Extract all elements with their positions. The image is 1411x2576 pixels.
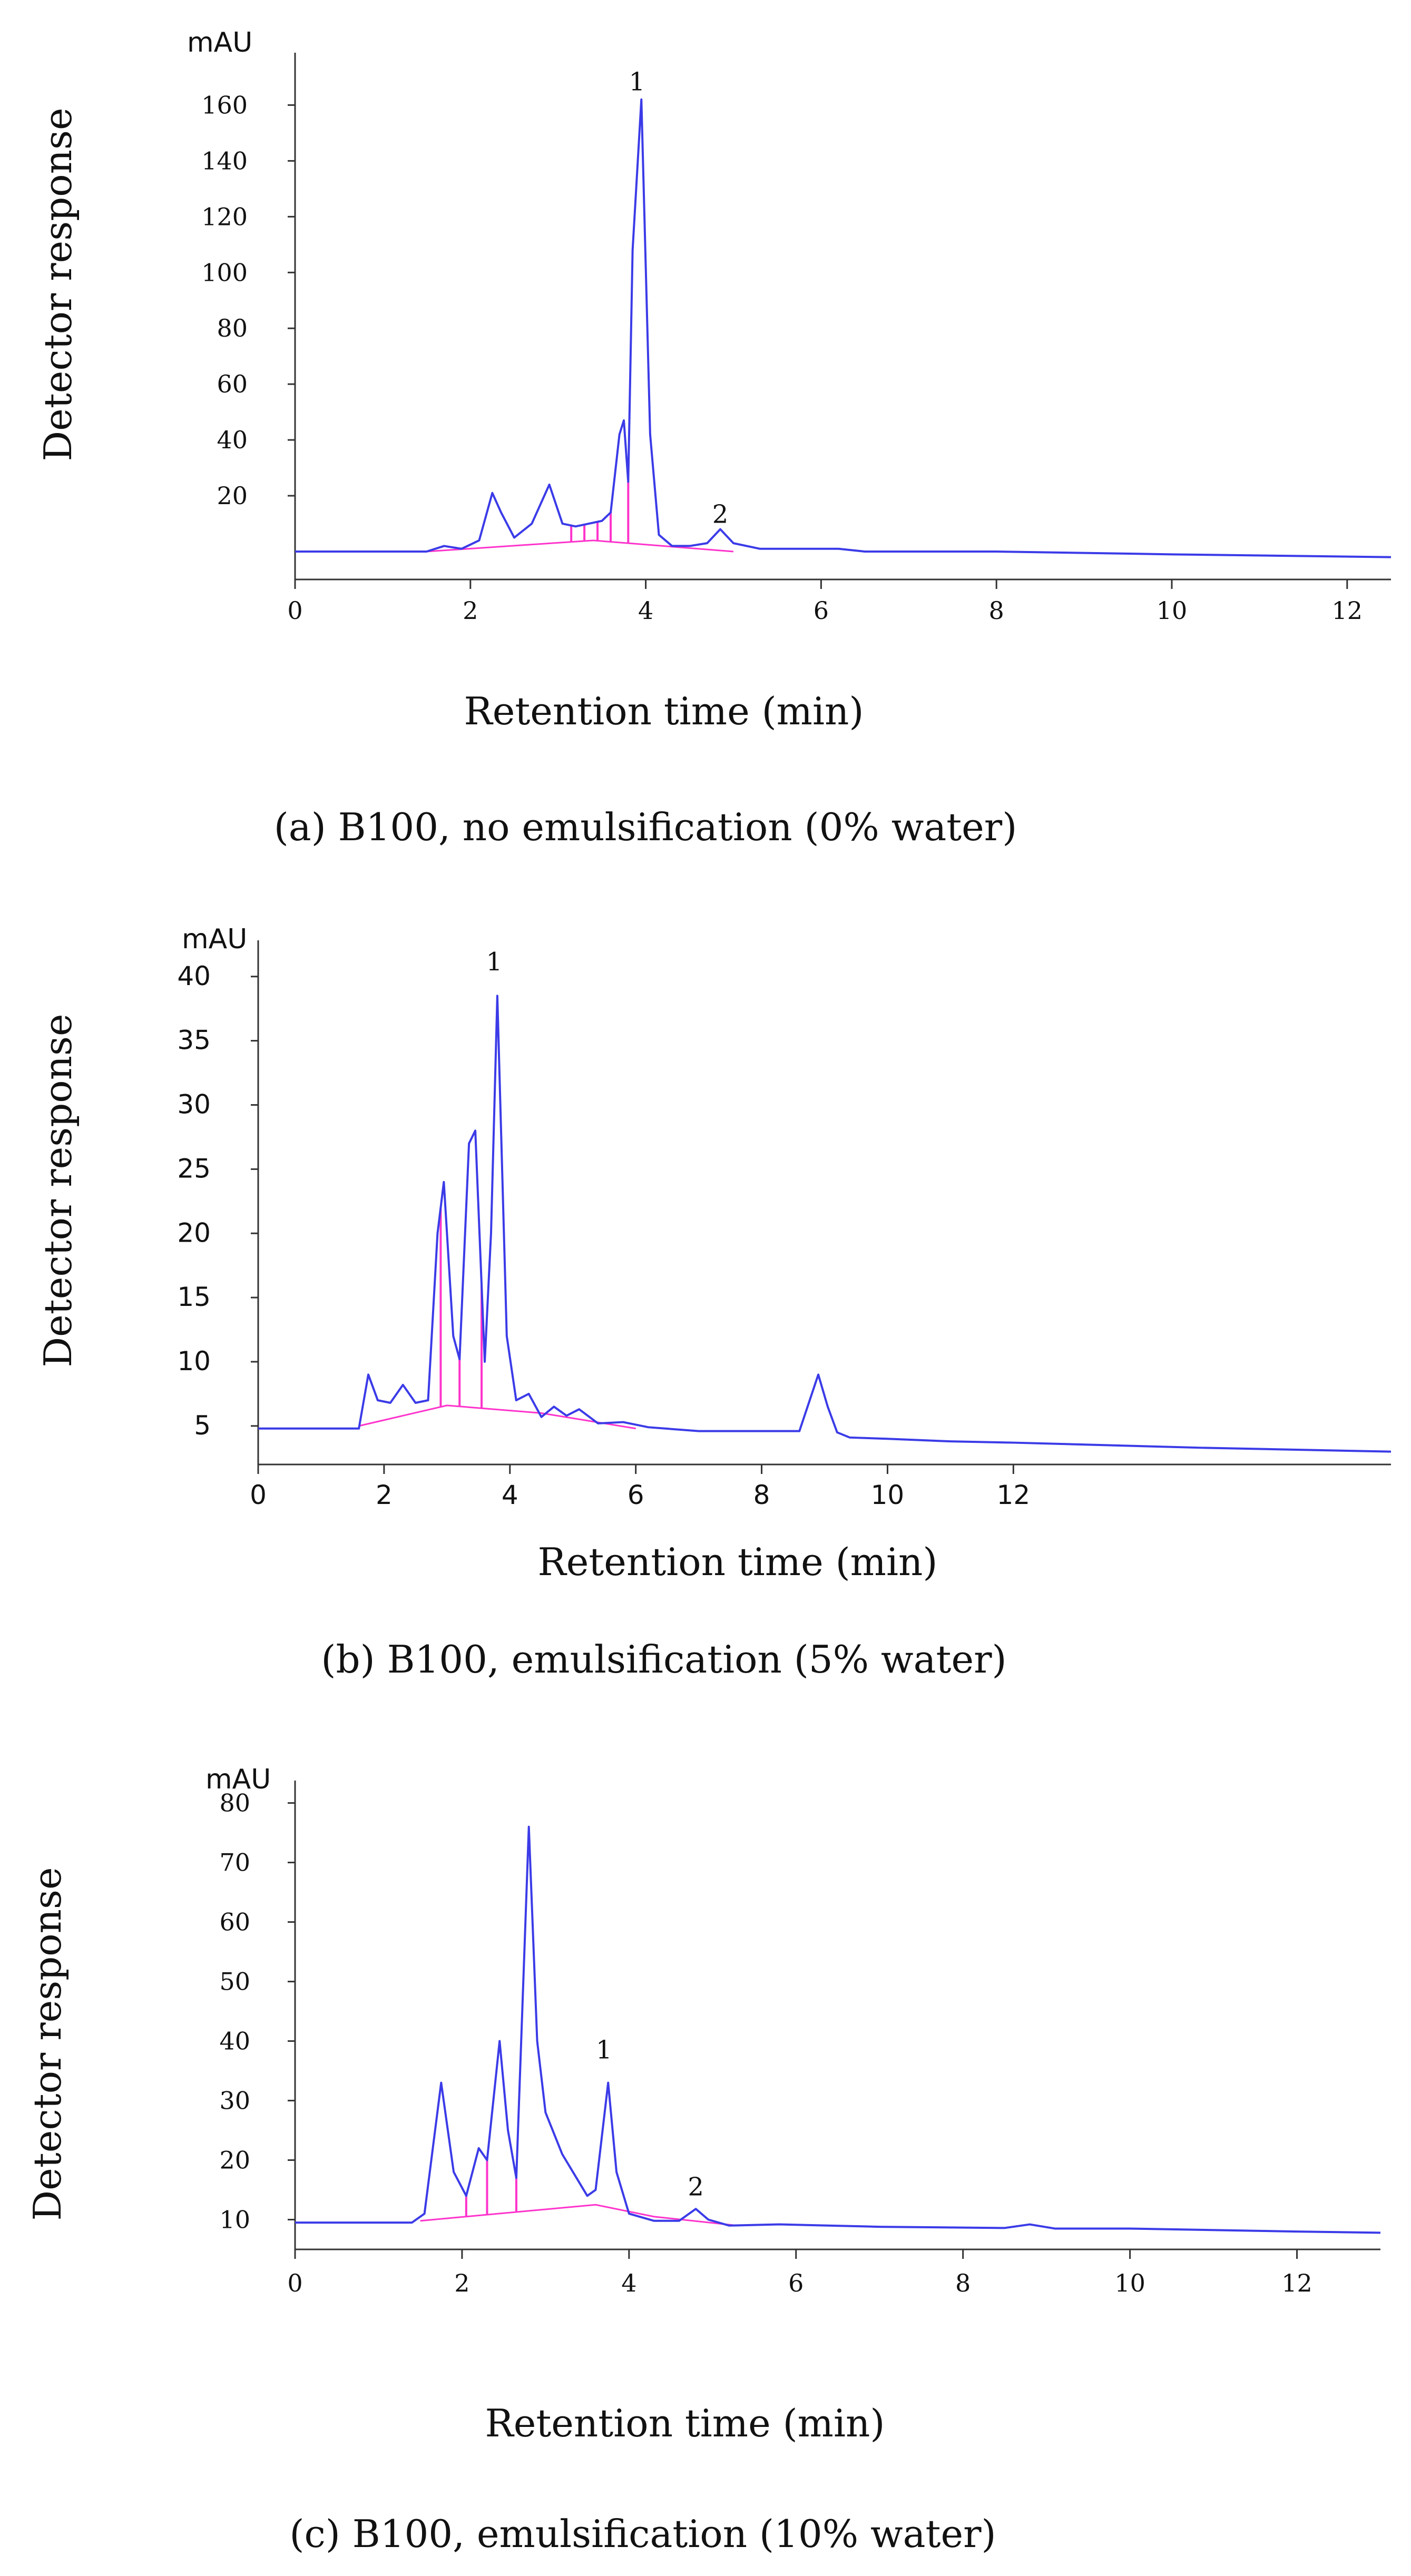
- x-tick-label-b: 4: [502, 1480, 518, 1510]
- axes-c: [294, 1781, 1380, 2250]
- x-tick-label-b: 6: [628, 1480, 644, 1510]
- y-tick-label-b: 25: [177, 1153, 211, 1184]
- y-tick-label-c: 80: [219, 1789, 250, 1817]
- chart-b-svg: mAU Detector response Retention time (mi…: [36, 923, 1392, 1682]
- y-unit-b: mAU: [182, 923, 247, 955]
- peak-label-b: 1: [486, 947, 503, 977]
- y-tick-label-c: 10: [219, 2206, 250, 2234]
- x-tick-label-a: 0: [287, 596, 302, 625]
- xlabel-a: Retention time (min): [464, 689, 864, 733]
- y-tick-label-a: 160: [201, 91, 248, 119]
- x-tick-label-b: 12: [997, 1480, 1031, 1510]
- markers-a: [570, 481, 630, 544]
- x-tick-label-a: 6: [814, 596, 829, 625]
- peak-label-a: 2: [712, 500, 729, 529]
- x-tick-label-b: 0: [250, 1480, 267, 1510]
- y-tick-label-a: 120: [201, 202, 248, 231]
- y-tick-label-a: 40: [217, 426, 248, 454]
- chart-a-svg: mAU Detector response Retention time (mi…: [36, 27, 1392, 849]
- caption-b: (b) B100, emulsification (5% water): [321, 1637, 1006, 1682]
- peak-labels-b: 1: [486, 947, 503, 977]
- x-tick-label-c: 8: [955, 2269, 971, 2297]
- chromatogram-trace-c: [295, 1825, 1381, 2234]
- ticks-a: 0 2 4 6 8 10 12 20 40 60 80 100 120 140 160: [201, 91, 1363, 625]
- chromatogram-trace-a: [295, 98, 1392, 558]
- integration-baseline-a: [426, 539, 734, 553]
- caption-c: (c) B100, emulsification (10% water): [289, 2512, 996, 2556]
- ylabel-a: Detector response: [36, 107, 80, 461]
- baseline-b: [358, 1404, 636, 1430]
- peak-label-a: 1: [629, 67, 645, 97]
- x-tick-label-a: 2: [463, 596, 478, 625]
- trace-c: [295, 1825, 1381, 2234]
- x-tick-label-a: 4: [638, 596, 653, 625]
- trace-b: [258, 995, 1392, 1453]
- y-tick-label-a: 140: [201, 146, 248, 175]
- peak-labels-c: 12: [596, 2036, 704, 2202]
- baseline-c: [420, 2204, 738, 2227]
- trace-a: [295, 98, 1392, 558]
- chart-c-svg: mAU Detector response Retention time (mi…: [25, 1764, 1381, 2556]
- y-tick-label-b: 40: [177, 961, 211, 991]
- x-tick-label-c: 4: [621, 2269, 636, 2297]
- y-tick-label-b: 5: [194, 1410, 211, 1441]
- x-tick-label-a: 12: [1332, 596, 1363, 625]
- chart-panel-c: mAU Detector response Retention time (mi…: [0, 1717, 1411, 2576]
- markers-c: [465, 2160, 517, 2217]
- ylabel-b: Detector response: [36, 1014, 80, 1367]
- baseline-a: [426, 539, 734, 553]
- y-tick-label-c: 30: [219, 2087, 250, 2115]
- integration-baseline-b: [358, 1404, 636, 1430]
- x-tick-label-c: 0: [287, 2269, 302, 2297]
- peak-label-c: 2: [688, 2172, 704, 2202]
- y-unit-a: mAU: [187, 27, 252, 58]
- integration-baseline-c: [420, 2204, 738, 2227]
- peak-labels-a: 12: [629, 67, 729, 529]
- y-tick-label-b: 35: [177, 1025, 211, 1056]
- x-tick-label-a: 10: [1157, 596, 1188, 625]
- x-tick-label-b: 10: [871, 1480, 905, 1510]
- x-tick-label-c: 6: [788, 2269, 804, 2297]
- x-tick-label-c: 2: [454, 2269, 469, 2297]
- y-tick-label-c: 20: [219, 2146, 250, 2175]
- peak-label-c: 1: [596, 2036, 612, 2065]
- x-tick-label-b: 8: [753, 1480, 770, 1510]
- y-tick-label-b: 10: [177, 1346, 211, 1377]
- caption-a: (a) B100, no emulsification (0% water): [274, 805, 1017, 849]
- y-tick-label-a: 100: [201, 258, 248, 287]
- xlabel-c: Retention time (min): [485, 2401, 885, 2445]
- x-tick-label-c: 12: [1281, 2269, 1312, 2297]
- axes-a: [294, 53, 1391, 581]
- y-tick-label-c: 60: [219, 1908, 250, 1936]
- y-tick-label-c: 50: [219, 1968, 250, 1996]
- ylabel-c: Detector response: [25, 1867, 70, 2220]
- y-tick-label-a: 80: [217, 314, 248, 342]
- y-tick-label-a: 20: [217, 481, 248, 510]
- y-tick-label-c: 70: [219, 1849, 250, 1877]
- x-tick-label-a: 8: [989, 596, 1004, 625]
- chromatogram-trace-b: [258, 995, 1392, 1453]
- y-tick-label-c: 40: [219, 2027, 250, 2056]
- x-tick-label-b: 2: [376, 1480, 393, 1510]
- chart-panel-a: mAU Detector response Retention time (mi…: [0, 0, 1411, 859]
- y-tick-label-b: 15: [177, 1282, 211, 1312]
- ticks-b: 0 2 4 6 8 10 12 5 10 15 20 25 30 35 40: [177, 961, 1030, 1510]
- chart-panel-b: mAU Detector response Retention time (mi…: [0, 864, 1411, 1723]
- y-tick-label-b: 20: [177, 1217, 211, 1248]
- xlabel-b: Retention time (min): [538, 1540, 938, 1584]
- y-unit-c: mAU: [205, 1764, 271, 1795]
- axes-b: [257, 940, 1391, 1466]
- x-tick-label-c: 10: [1114, 2269, 1145, 2297]
- y-tick-label-b: 30: [177, 1089, 211, 1120]
- y-tick-label-a: 60: [217, 370, 248, 398]
